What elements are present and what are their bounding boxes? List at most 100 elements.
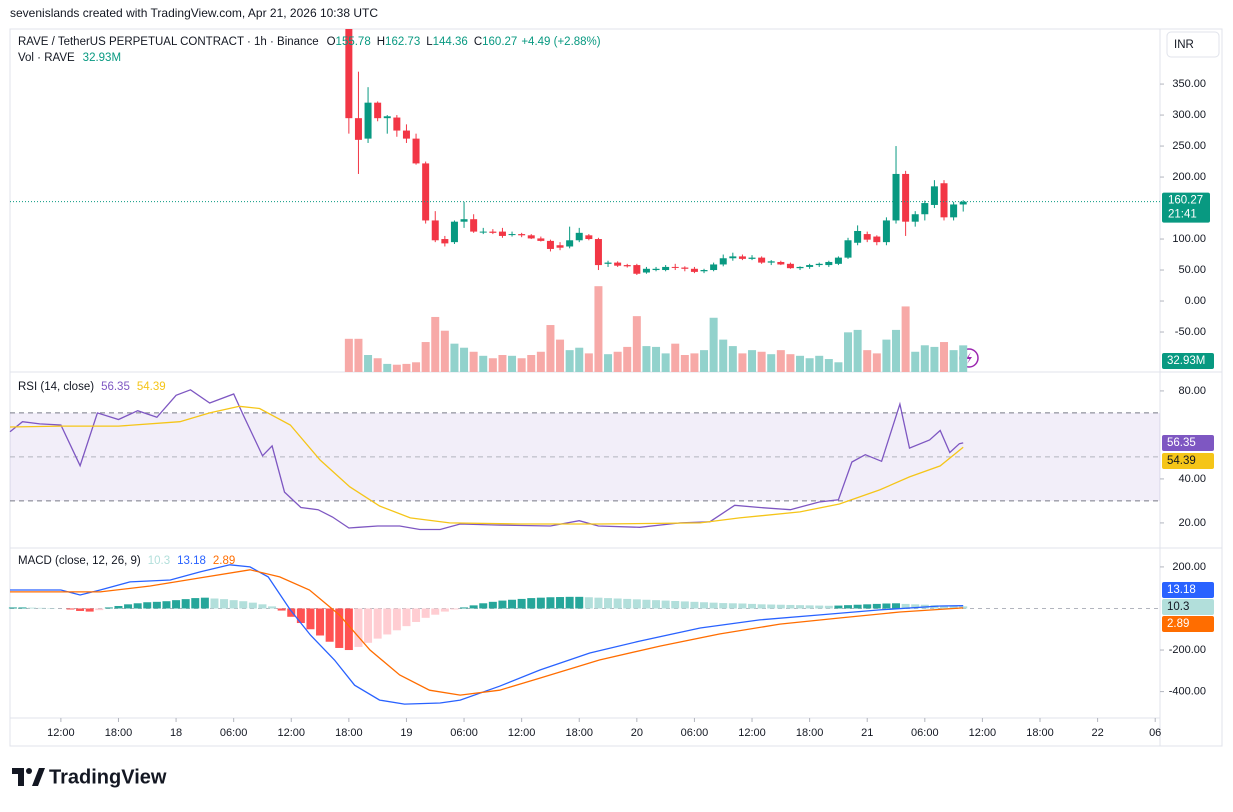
volume-bar bbox=[460, 348, 468, 372]
volume-bar bbox=[585, 353, 593, 372]
histogram-bar bbox=[508, 600, 516, 609]
candle-body bbox=[624, 265, 631, 266]
histogram-bar bbox=[374, 608, 382, 638]
histogram-bar bbox=[863, 604, 871, 608]
volume-value: 32.93M bbox=[83, 52, 121, 64]
volume-bar bbox=[854, 330, 862, 372]
symbol: RAVE / TetherUS PERPETUAL CONTRACT · 1h … bbox=[18, 36, 319, 48]
candle-body bbox=[701, 270, 708, 271]
countdown: 21:41 bbox=[1168, 209, 1197, 221]
volume-bar bbox=[796, 356, 804, 372]
candle-body bbox=[691, 269, 698, 272]
candle-body bbox=[595, 239, 602, 265]
x-tick-label: 12:00 bbox=[969, 727, 997, 739]
histogram-bar bbox=[143, 602, 151, 608]
candle-body bbox=[614, 263, 621, 266]
candle-body bbox=[729, 256, 736, 258]
candle-body bbox=[912, 214, 919, 221]
histogram-bar bbox=[201, 598, 209, 609]
volume-badge: 32.93M bbox=[1167, 355, 1205, 367]
volume-bar bbox=[431, 317, 439, 372]
candle-body bbox=[816, 264, 823, 265]
y-tick-label: 300.00 bbox=[1172, 109, 1206, 121]
volume-bar bbox=[594, 286, 602, 372]
volume-bar bbox=[566, 350, 574, 372]
candle-body bbox=[777, 262, 784, 264]
volume-bar bbox=[767, 354, 775, 372]
candle-body bbox=[441, 239, 448, 243]
ohlc-letter: O bbox=[327, 36, 336, 48]
volume-bar bbox=[662, 353, 670, 372]
volume-bar bbox=[354, 339, 362, 372]
histogram-bar bbox=[758, 604, 766, 608]
candle-body bbox=[893, 174, 900, 220]
currency-label: INR bbox=[1174, 39, 1194, 51]
histogram-bar bbox=[585, 597, 593, 608]
y-tick-label: 200.00 bbox=[1172, 561, 1206, 573]
candle-body bbox=[720, 258, 727, 264]
volume-bar bbox=[537, 352, 545, 372]
volume-bar bbox=[777, 350, 785, 372]
rsi-value: 54.39 bbox=[137, 381, 166, 393]
ohlc-value: 162.73 bbox=[385, 36, 420, 48]
histogram-bar bbox=[268, 606, 276, 608]
histogram-bar bbox=[537, 598, 545, 609]
candle-body bbox=[950, 204, 957, 217]
x-tick-label: 18:00 bbox=[105, 727, 133, 739]
x-tick-label: 18:00 bbox=[335, 727, 363, 739]
x-tick-label: 06:00 bbox=[681, 727, 709, 739]
candle-body bbox=[633, 265, 640, 274]
histogram-bar bbox=[95, 608, 103, 610]
histogram-bar bbox=[690, 602, 698, 609]
macd-title: MACD (close, 12, 26, 9) bbox=[18, 555, 141, 567]
candle-body bbox=[681, 268, 688, 269]
candle-body bbox=[873, 237, 880, 243]
x-tick-label: 06:00 bbox=[911, 727, 939, 739]
candle-body bbox=[643, 269, 650, 273]
ohlc-value: 155.78 bbox=[336, 36, 371, 48]
histogram-bar bbox=[326, 608, 334, 641]
candle-body bbox=[499, 232, 506, 236]
candle-body bbox=[749, 258, 756, 259]
volume-bar bbox=[614, 352, 622, 372]
volume-bar bbox=[882, 340, 890, 372]
histogram-bar bbox=[825, 606, 833, 609]
histogram-bar bbox=[278, 608, 286, 610]
macd-value: 13.18 bbox=[177, 555, 206, 567]
candle-body bbox=[480, 232, 487, 233]
volume-bar bbox=[412, 362, 420, 372]
candle-body bbox=[403, 131, 410, 139]
volume-bar bbox=[748, 350, 756, 372]
x-tick-label: 20 bbox=[631, 727, 643, 739]
histogram-bar bbox=[815, 606, 823, 609]
y-tick-label: 20.00 bbox=[1178, 517, 1206, 529]
volume-bar bbox=[806, 358, 814, 372]
histogram-bar bbox=[671, 601, 679, 608]
candle-body bbox=[605, 263, 612, 264]
line bbox=[10, 570, 963, 695]
volume-bar bbox=[441, 331, 449, 372]
histogram-bar bbox=[114, 606, 122, 608]
volume-bar bbox=[729, 346, 737, 372]
histogram-bar bbox=[892, 603, 900, 608]
candle-body bbox=[585, 235, 592, 239]
candle-body bbox=[547, 241, 554, 249]
y-tick-label: 0.00 bbox=[1185, 295, 1206, 307]
volume-bar bbox=[710, 318, 718, 372]
histogram-bar bbox=[623, 599, 631, 609]
histogram-bar bbox=[28, 608, 36, 609]
candle-body bbox=[806, 265, 813, 267]
last-price-label: 160.27 bbox=[1168, 195, 1203, 207]
histogram-bar bbox=[556, 597, 564, 608]
volume-bar bbox=[642, 346, 650, 372]
histogram-bar bbox=[806, 605, 814, 608]
logo-text: TradingView bbox=[49, 766, 167, 788]
volume-bar bbox=[470, 352, 478, 372]
histogram-bar bbox=[873, 604, 881, 609]
candle-body bbox=[432, 220, 439, 240]
x-tick-label: 12:00 bbox=[277, 727, 305, 739]
histogram-bar bbox=[796, 605, 804, 608]
histogram-bar bbox=[748, 604, 756, 609]
